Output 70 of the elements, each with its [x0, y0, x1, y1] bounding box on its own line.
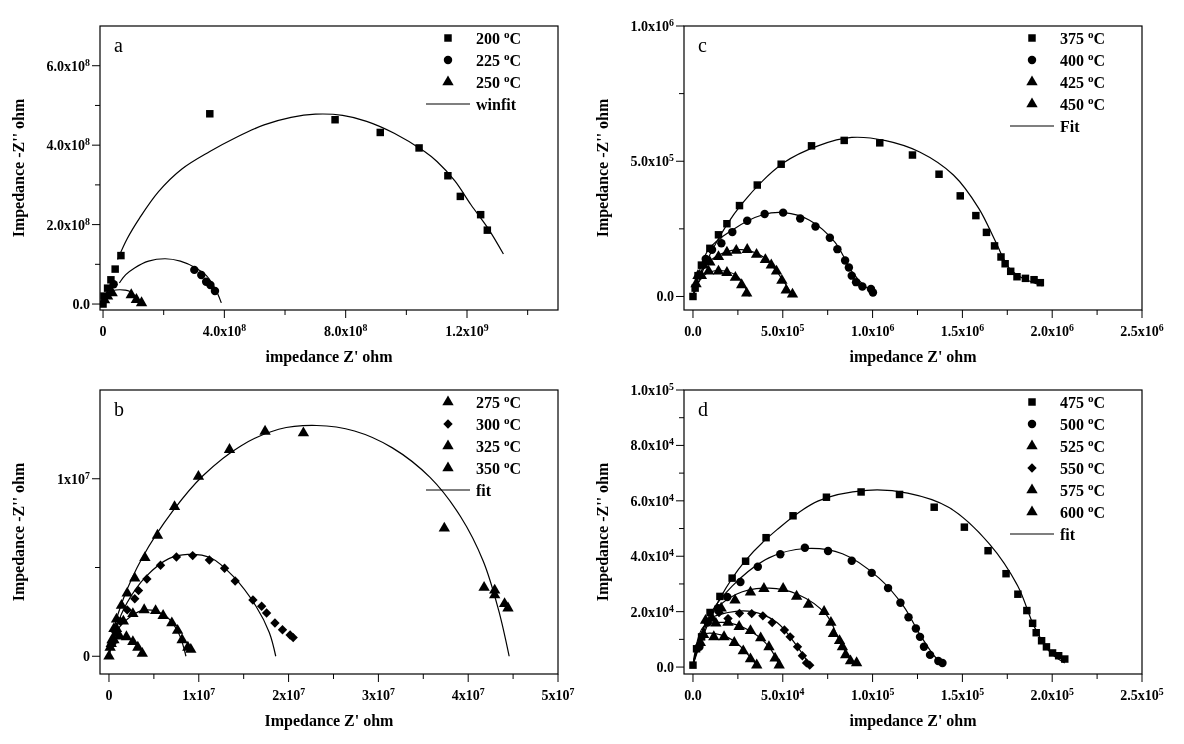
legend-label: 325 $^{o}$C [476, 435, 522, 455]
x-axis-title: impedance Z' ohm [849, 712, 978, 730]
y-tick-label: 4.0x10$^{4}$ [630, 546, 675, 565]
x-tick-label: 2x10$^{7}$ [272, 685, 306, 703]
annotation: c [698, 34, 707, 56]
x-tick-label: 8.0x10$^{8}$ [323, 321, 368, 339]
legend-label: 225 $^{o}$C [476, 49, 522, 69]
y-tick-label: 1x10$^{7}$ [57, 469, 91, 487]
y-axis-title: Impedance -Z'' ohm [594, 97, 612, 238]
y-tick-label: 0 [83, 649, 90, 665]
legend-label: 250 $^{o}$C [476, 71, 522, 91]
y-tick-label: 2.0x10$^{4}$ [630, 602, 675, 620]
y-tick-label: 0.0 [72, 296, 90, 312]
x-tick-label: 0 [105, 688, 113, 703]
annotation: b [114, 398, 124, 420]
x-axis-title: impedance Z' ohm [849, 348, 978, 366]
x-tick-label: 1.2x10$^{9}$ [445, 321, 489, 339]
x-tick-label: 2.0x10$^{5}$ [1030, 685, 1074, 703]
x-tick-label: 3x10$^{7}$ [361, 685, 395, 703]
legend-label: Fit [1060, 117, 1081, 135]
x-tick-label: 1.5x10$^{6}$ [940, 321, 985, 339]
y-tick-label: 6.0x10$^{4}$ [630, 491, 675, 509]
x-tick-label: 2.0x10$^{6}$ [1030, 321, 1074, 339]
x-axis-title: impedance Z' ohm [265, 348, 394, 366]
y-tick-label: 5.0x10$^{5}$ [630, 151, 675, 170]
legend-label: winfit [476, 95, 517, 113]
y-tick-label: 2.0x10$^{8}$ [46, 215, 91, 233]
y-tick-label: 8.0x10$^{4}$ [630, 435, 675, 454]
legend-label: 500 $^{o}$C [1060, 413, 1106, 433]
legend-label: 550 $^{o}$C [1060, 457, 1106, 477]
x-tick-label: 5x10$^{7}$ [541, 685, 575, 703]
x-tick-label: 2.5x10$^{5}$ [1120, 685, 1164, 703]
legend-label: 400 $^{o}$C [1060, 49, 1106, 69]
legend-label: 300 $^{o}$C [476, 413, 522, 433]
y-tick-label: 1.0x10$^{5}$ [630, 380, 675, 398]
y-tick-label: 6.0x10$^{8}$ [46, 56, 91, 74]
x-axis-title: Impedance Z' ohm [264, 712, 395, 730]
y-tick-label: 1.0x10$^{6}$ [630, 16, 675, 34]
legend-label: 425 $^{o}$C [1060, 71, 1106, 91]
x-tick-label: 1.0x10$^{6}$ [850, 321, 895, 339]
legend-label: 275 $^{o}$C [476, 391, 522, 411]
x-tick-label: 2.5x10$^{6}$ [1120, 321, 1164, 339]
legend-label: 450 $^{o}$C [1060, 93, 1106, 113]
x-tick-label: 0 [99, 324, 107, 339]
legend-label: 200 $^{o}$C [476, 27, 522, 47]
y-axis-title: Impedance -Z'' ohm [10, 97, 28, 238]
y-tick-label: 0.0 [656, 289, 674, 305]
x-tick-label: 5.0x10$^{5}$ [761, 321, 805, 339]
annotation: a [114, 34, 123, 56]
x-tick-label: 0.0 [684, 688, 702, 703]
x-tick-label: 4.0x10$^{8}$ [202, 321, 247, 339]
legend-label: 525 $^{o}$C [1060, 435, 1106, 455]
legend-label: 575 $^{o}$C [1060, 479, 1106, 499]
x-tick-label: 1.5x10$^{5}$ [940, 685, 985, 703]
legend-label: fit [1060, 525, 1076, 543]
legend-label: fit [476, 481, 492, 499]
y-tick-label: 0.0 [656, 659, 674, 675]
legend-label: 375 $^{o}$C [1060, 27, 1106, 47]
y-axis-title: Impedance -Z'' ohm [10, 461, 28, 602]
legend-label: 475 $^{o}$C [1060, 391, 1106, 411]
x-tick-label: 1.0x10$^{5}$ [850, 685, 895, 703]
y-tick-label: 4.0x10$^{8}$ [46, 135, 91, 154]
y-axis-title: Impedance -Z'' ohm [594, 461, 612, 602]
x-tick-label: 0.0 [684, 324, 702, 339]
x-tick-label: 1x10$^{7}$ [182, 685, 216, 703]
x-tick-label: 4x10$^{7}$ [451, 685, 485, 703]
x-tick-label: 5.0x10$^{4}$ [761, 685, 805, 703]
legend-label: 600 $^{o}$C [1060, 501, 1106, 521]
annotation: d [698, 398, 708, 420]
legend-label: 350 $^{o}$C [476, 457, 522, 477]
